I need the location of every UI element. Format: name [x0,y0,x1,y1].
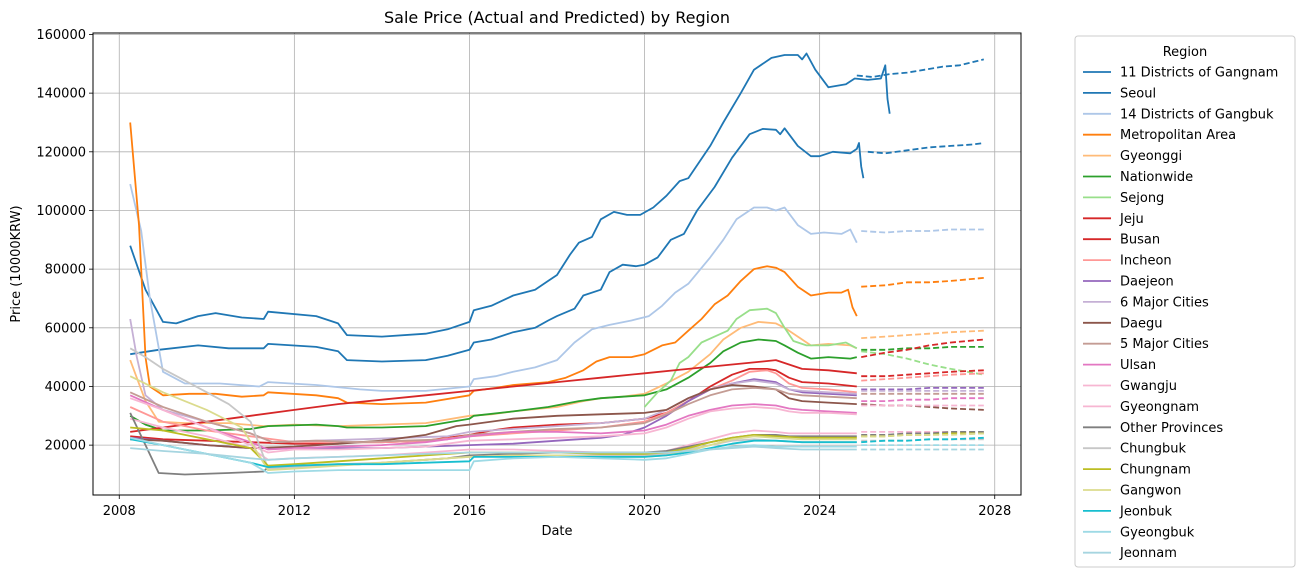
legend-box [1074,35,1296,568]
legend-label-busan: Busan [1120,233,1160,248]
y-tick-label: 40000 [45,380,86,395]
x-tick-label: 2024 [803,504,836,519]
series-line-predicted-metropolitan-area [861,277,984,288]
legend-label-5-major-cities: 5 Major Cities [1120,337,1209,352]
legend-label-gyeonggi: Gyeonggi [1120,149,1182,164]
plot-area: 2008 2012 2016 2020 2024 2028 20000 40000 60000… [36,28,1022,519]
x-tick-label: 2020 [628,504,661,519]
series-line-predicted-incheon [861,372,984,382]
legend-label-14-districts-of-gangbuk: 14 Districts of Gangbuk [1120,107,1274,122]
legend-label-gyeongbuk: Gyeongbuk [1120,525,1195,540]
series-line-predicted-gyeonggi [861,329,984,339]
legend: Region 11 Districts of Gangnam Seoul 14 Di… [1074,35,1296,568]
legend-label-jeju: Jeju [1119,212,1144,227]
series-line-actual-nationwide [129,338,858,432]
series-line-actual-11-districts-of-gangnam [130,127,865,363]
legend-title: Region [1163,45,1208,60]
series-line-predicted-14-districts-of-gangbuk [861,228,984,234]
y-tick-label: 20000 [45,439,86,454]
legend-label-gangwon: Gangwon [1120,484,1181,499]
series-line-actual-ulsan [129,394,857,451]
x-tick-label: 2028 [978,504,1011,519]
legend-label-jeonnam: Jeonnam [1119,546,1177,561]
legend-label-gwangju: Gwangju [1120,379,1177,394]
series-line-actual-jeonnam [130,445,857,461]
plot-frame [92,32,1022,496]
plot-background [93,33,1021,495]
series-line-predicted-gangwon [861,432,984,438]
series-line-actual-gangwon [129,375,857,472]
x-tick-label: 2016 [453,504,486,519]
x-tick-label: 2008 [103,504,136,519]
legend-label-incheon: Incheon [1120,254,1172,269]
series-line-actual-metropolitan-area [129,122,858,406]
legend-label-nationwide: Nationwide [1120,170,1193,185]
series-line-actual-14-districts-of-gangbuk [129,183,858,392]
legend-label-seoul: Seoul [1120,86,1156,101]
series-line-predicted-daejeon [861,386,984,391]
legend-label-daejeon: Daejeon [1120,275,1174,290]
series-line-predicted-busan [861,338,984,358]
x-axis-ticks: 2008 2012 2016 2020 2024 2028 [103,495,1011,519]
series-line-actual-jeonbuk [130,438,857,469]
series-line-predicted-ulsan [861,397,984,403]
x-tick-label: 2012 [278,504,311,519]
legend-label-6-major-cities: 6 Major Cities [1120,295,1209,310]
y-axis-label: Price (10000KRW) [9,205,24,322]
series-line-predicted-other-provinces [861,430,984,436]
series-line-actual-gwangju [129,397,857,454]
series-line-actual-seoul [129,52,891,338]
series-line-actual-sejong [643,307,858,408]
legend-label-gyeongnam: Gyeongnam [1120,400,1199,415]
legend-entries: 11 Districts of Gangnam Seoul 14 Districts… [1083,66,1278,561]
y-tick-label: 100000 [36,204,86,219]
legend-label-chungnam: Chungnam [1120,463,1191,478]
series-line-actual-jeju [130,359,857,433]
series-line-actual-5-major-cities [129,386,857,444]
legend-label-metropolitan-area: Metropolitan Area [1120,128,1236,143]
y-tick-label: 60000 [45,321,86,336]
series-line-predicted-seoul [856,58,985,78]
legend-label-jeonbuk: Jeonbuk [1119,504,1173,519]
legend-label-chungbuk: Chungbuk [1120,442,1187,457]
y-axis-ticks: 20000 40000 60000 80000 100000 120000 140000 16… [36,28,93,454]
series-lines [129,52,985,476]
y-tick-label: 140000 [36,87,86,102]
legend-label-other-provinces: Other Provinces [1120,421,1223,436]
y-tick-label: 80000 [45,263,86,278]
series-line-actual-gyeongbuk [130,436,857,474]
series-line-predicted-jeju [861,369,984,378]
x-axis-label: Date [541,524,572,539]
chart-title: Sale Price (Actual and Predicted) by Reg… [384,8,730,27]
legend-label-daegu: Daegu [1120,316,1162,331]
legend-label-sejong: Sejong [1120,191,1164,206]
y-tick-label: 120000 [36,145,86,160]
legend-label-11-districts-of-gangnam: 11 Districts of Gangnam [1120,66,1278,81]
legend-label-ulsan: Ulsan [1120,358,1156,373]
series-line-predicted-jeonbuk [861,436,984,444]
y-tick-label: 160000 [36,28,86,43]
